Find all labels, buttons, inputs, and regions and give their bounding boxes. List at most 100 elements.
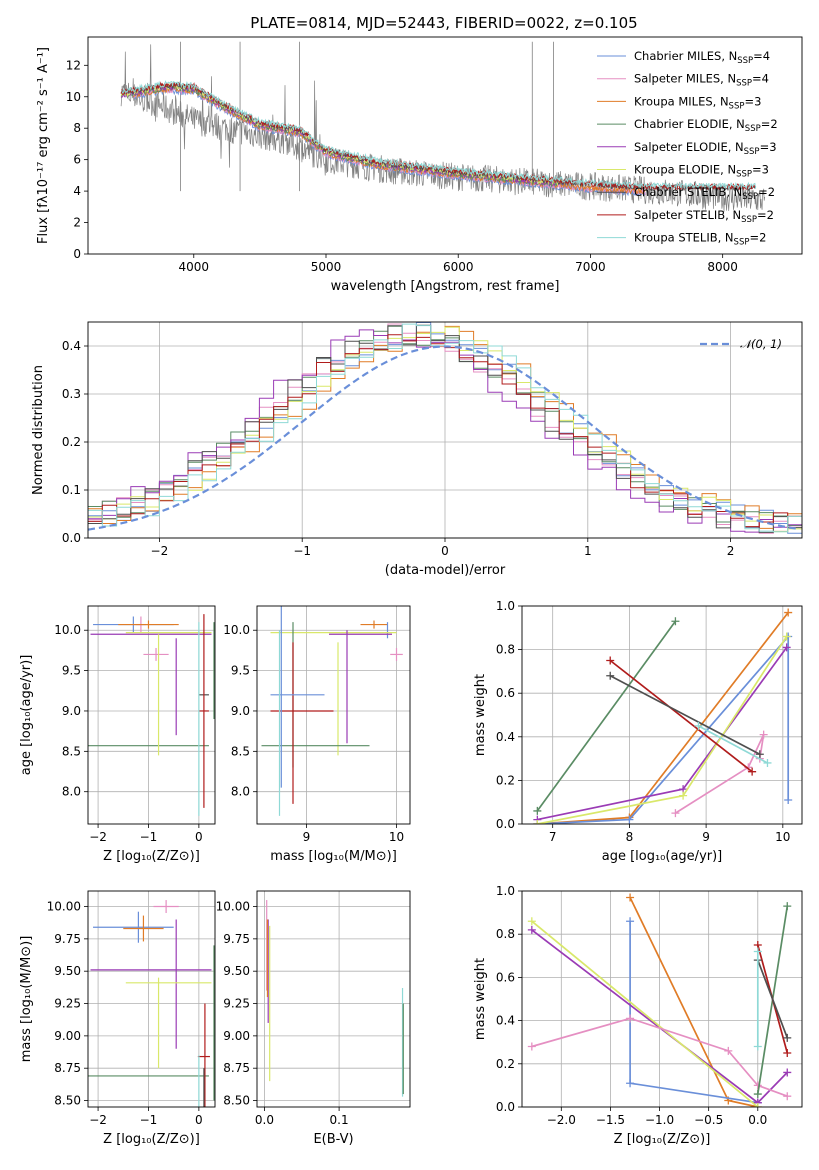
legend-suffix: =3 — [760, 140, 777, 154]
y-tick-label: 8.50 — [223, 1094, 250, 1108]
y-tick-label: 8.50 — [54, 1094, 81, 1108]
ticks-mass_vs_ebv: 0.0 0.1 8.50 8.75 9.00 9.25 9.50 9.75 10.00 — [216, 900, 349, 1127]
y-axis-label: age [log₁₀(age/yr)] — [19, 655, 34, 776]
weight-series-chabrier_elodie — [536, 620, 677, 812]
x-tick-label: 9 — [702, 830, 710, 844]
weight-marker — [527, 917, 536, 926]
ticks-age_vs_z: −2 −1 0 8.0 8.5 9.0 9.5 10.0 — [54, 623, 202, 844]
y-tick-label: 0.1 — [62, 483, 81, 497]
weight-marker — [783, 1068, 792, 1077]
residuals-plot-area — [88, 322, 802, 534]
normal-curve — [88, 345, 800, 531]
y-tick-label: 0.0 — [496, 1100, 515, 1114]
x-tick-label: −2 — [151, 544, 169, 558]
y-axis-label: Normed distribution — [31, 365, 46, 495]
legend-label: Kroupa STELIB, N — [634, 231, 734, 245]
axes-residuals: −2 −1 0 1 2 0.0 0.1 0.2 0.3 0.4 (data-model)/error… — [31, 321, 803, 578]
y-tick-label: 9.00 — [223, 1029, 250, 1043]
y-tick-label: 10 — [66, 90, 81, 104]
legend-entry: 𝒩(0, 1) — [740, 337, 782, 351]
weight-marker — [753, 1090, 762, 1099]
x-tick-label: 0 — [441, 544, 449, 558]
legend-subscript: SSP — [744, 147, 760, 157]
legend-label: Salpeter ELODIE, N — [634, 140, 744, 154]
weight_vs_z-plot-area — [527, 893, 792, 1107]
x-tick-label: 8 — [626, 830, 634, 844]
weight-marker — [694, 721, 703, 730]
y-tick-label: 8.0 — [62, 785, 81, 799]
legend-entry: Salpeter STELIB, NSSP=2 — [634, 208, 774, 225]
x-tick-label: −2.0 — [547, 1113, 576, 1127]
legend-subscript: SSP — [742, 192, 758, 202]
x-tick-label: 6000 — [443, 260, 474, 274]
y-tick-label: 0.8 — [496, 927, 515, 941]
x-tick-label: −1.5 — [596, 1113, 625, 1127]
weight-marker — [784, 608, 793, 617]
legend-label: Kroupa MILES, N — [634, 94, 729, 108]
y-tick-label: 10.00 — [216, 900, 250, 914]
legend-subscript: SSP — [734, 238, 750, 248]
x-axis-label: E(B-V) — [313, 1132, 353, 1147]
y-tick-label: 10.0 — [54, 623, 81, 637]
x-tick-label: −0.5 — [694, 1113, 723, 1127]
x-tick-label: 0.0 — [255, 1113, 274, 1127]
y-tick-label: 0.3 — [62, 387, 81, 401]
y-tick-label: 0.6 — [496, 970, 515, 984]
x-tick-label: 9 — [303, 830, 311, 844]
errorbar-point — [118, 620, 179, 629]
errorbar-point — [143, 647, 169, 661]
x-tick-label: −2 — [89, 1113, 107, 1127]
legend-subscript: SSP — [736, 170, 752, 180]
legend-suffix: =2 — [749, 231, 766, 245]
y-tick-label: 10.00 — [47, 900, 81, 914]
y-tick-label: 9.5 — [231, 664, 250, 678]
legend-subscript: SSP — [737, 56, 753, 66]
y-tick-label: 0.8 — [496, 643, 515, 657]
histogram-salpeter_elodie — [88, 329, 802, 533]
y-tick-label: 0.0 — [496, 817, 515, 831]
weight-marker — [626, 893, 635, 902]
x-tick-label: 8000 — [707, 260, 738, 274]
y-tick-label: 9.25 — [223, 997, 250, 1011]
weight-marker — [626, 1014, 635, 1023]
weight-marker — [606, 671, 615, 680]
legend-entry: Chabrier MILES, NSSP=4 — [634, 49, 770, 66]
spectrum-model-kroupa_stelib — [120, 80, 757, 191]
y-tick-label: 4 — [73, 184, 81, 198]
weight-series-chabrier_miles — [537, 634, 790, 824]
y-tick-label: 0.4 — [62, 339, 81, 353]
legend-suffix: =3 — [744, 94, 761, 108]
weight-marker — [782, 632, 791, 641]
x-axis-label: wavelength [Angstrom, rest frame] — [331, 279, 560, 294]
axes-weight_vs_z: −2.0 −1.5 −1.0 −0.5 0.0 0.0 0.2 0.4 0.6 0.8 1.0 Z [… — [473, 884, 803, 1147]
weight-marker — [753, 1042, 762, 1051]
weight-marker — [606, 656, 615, 665]
weight-marker — [783, 1033, 792, 1042]
weight-marker — [679, 791, 688, 800]
axes-spectrum: 4000 5000 6000 7000 8000 0 2 4 6 8 10 12 wavelength … — [36, 36, 803, 294]
legend-label: Chabrier MILES, N — [634, 49, 737, 63]
weight-marker — [755, 750, 764, 759]
y-tick-label: 0.4 — [496, 730, 515, 744]
weight-marker — [763, 758, 772, 767]
x-tick-label: −2 — [89, 830, 107, 844]
legend-suffix: =2 — [757, 208, 774, 222]
weight-series-kroupa_miles — [629, 897, 758, 1107]
weight_vs_age-plot-area — [533, 608, 793, 824]
histogram-salpeter_miles — [88, 323, 802, 534]
y-tick-label: 1.0 — [496, 884, 515, 898]
weight-series-chabrier_stelib — [609, 675, 761, 755]
y-tick-label: 1.0 — [496, 599, 515, 613]
y-axis-label: mass weight — [473, 674, 488, 756]
weight-marker — [753, 947, 762, 956]
y-tick-label: 6 — [73, 153, 81, 167]
spectrum-plot-area — [120, 41, 766, 212]
weight-marker — [753, 1103, 762, 1107]
y-axis-label: mass [log₁₀(M/M⊙)] — [19, 936, 34, 1063]
x-tick-label: 0.1 — [330, 1113, 349, 1127]
weight-marker — [533, 820, 542, 824]
y-tick-label: 9.50 — [223, 964, 250, 978]
weight-marker — [527, 925, 536, 934]
axes-frame — [256, 890, 411, 1108]
